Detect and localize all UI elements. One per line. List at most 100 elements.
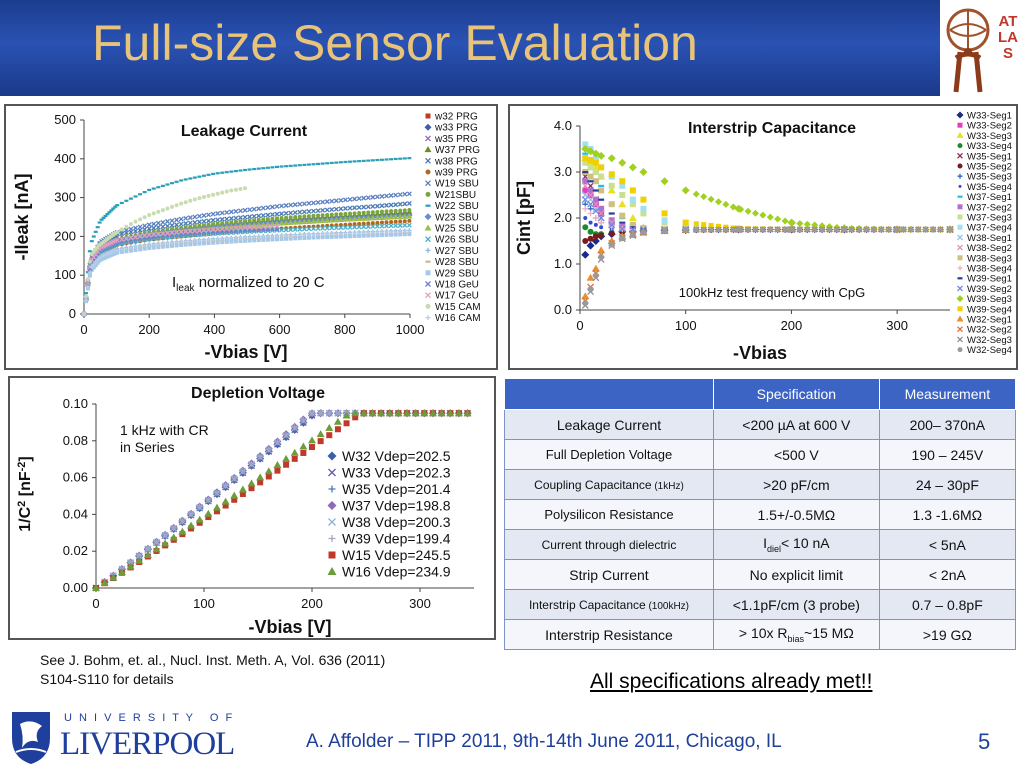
data-point (384, 209, 389, 214)
data-point (206, 237, 211, 242)
data-point (618, 158, 627, 167)
data-point (586, 241, 595, 250)
data-point (87, 259, 92, 264)
data-point (169, 230, 175, 236)
data-point (812, 227, 818, 232)
data-point (228, 209, 234, 215)
legend-label: W17 GeU (435, 291, 479, 302)
data-point (201, 241, 206, 246)
data-point (383, 214, 390, 220)
data-point (661, 227, 668, 234)
data-point (197, 196, 202, 201)
data-point (592, 189, 599, 192)
data-point (352, 230, 357, 235)
data-point (407, 208, 412, 213)
data-point (320, 207, 326, 213)
university-name-text: LIVERPOOL (60, 726, 235, 762)
data-point (366, 159, 371, 162)
data-point (288, 227, 294, 233)
meas-cell: 200– 370nA (878, 409, 1017, 440)
spec-rest: ~15 MΩ (804, 625, 854, 642)
data-point (119, 249, 124, 254)
data-point (206, 212, 211, 218)
x-axis-label: -Vbias [V] (248, 617, 331, 637)
data-point (261, 234, 266, 239)
legend-marker (425, 303, 431, 309)
legend-label: W26 SBU (435, 235, 479, 246)
table-row: Current through dielectric Idiel< 10 nA … (504, 529, 1017, 560)
data-point (153, 538, 160, 545)
data-point (247, 479, 256, 487)
data-point (608, 219, 616, 227)
data-point (188, 177, 193, 180)
data-point (581, 250, 590, 259)
data-point (283, 431, 290, 438)
data-point (300, 417, 307, 424)
data-point (256, 217, 261, 222)
data-point (201, 194, 206, 199)
data-point (174, 180, 179, 183)
data-point (252, 238, 257, 243)
data-point (101, 216, 106, 219)
data-point (215, 221, 220, 226)
data-point (406, 191, 412, 197)
data-point (388, 214, 395, 220)
data-point (420, 409, 429, 417)
data-point (162, 531, 169, 538)
data-point (628, 214, 637, 221)
data-point (197, 175, 202, 178)
data-point (591, 237, 600, 245)
data-point (293, 164, 298, 167)
y-axis-label-part: ] (17, 456, 34, 461)
legend-marker (425, 157, 431, 164)
data-point (87, 273, 92, 278)
x-tick-label: 300 (409, 596, 431, 611)
data-point (608, 230, 615, 237)
annotation-part: I (172, 274, 176, 291)
data-point (402, 157, 407, 160)
data-point (775, 227, 781, 232)
data-point (89, 264, 94, 269)
data-point (398, 229, 403, 234)
legend-marker (957, 244, 963, 251)
data-point (210, 217, 216, 223)
data-point (389, 209, 394, 214)
data-point (338, 161, 343, 164)
data-point (201, 223, 206, 228)
data-point (165, 206, 170, 211)
param-cell: Polysilicon Resistance (504, 499, 714, 530)
data-point (737, 205, 745, 213)
data-point (196, 228, 202, 233)
data-point (206, 227, 211, 233)
legend-marker (957, 173, 963, 179)
data-point (826, 227, 832, 232)
legend-marker (957, 143, 963, 149)
data-point (297, 233, 302, 238)
data-point (192, 176, 197, 179)
data-point (233, 208, 239, 214)
y-axis-label-part: -2 (16, 462, 28, 472)
data-point (192, 228, 198, 234)
data-point (269, 228, 275, 233)
data-point (197, 238, 202, 243)
meas-cell: 24 – 30pF (878, 469, 1017, 500)
y-tick-label: 200 (54, 228, 76, 243)
data-point (338, 234, 343, 239)
data-point (315, 218, 322, 224)
data-point (592, 207, 600, 215)
data-point (722, 200, 730, 208)
legend-marker (957, 224, 963, 230)
data-point (222, 482, 229, 489)
data-point (164, 219, 170, 224)
data-point (138, 193, 143, 196)
data-point (224, 220, 229, 225)
data-point (315, 200, 321, 205)
data-point (403, 409, 412, 417)
data-point (393, 219, 398, 224)
data-point (147, 188, 152, 192)
data-point (402, 208, 407, 213)
data-point (738, 227, 744, 232)
data-point (260, 228, 266, 234)
data-point (231, 475, 238, 482)
data-point (251, 213, 257, 219)
